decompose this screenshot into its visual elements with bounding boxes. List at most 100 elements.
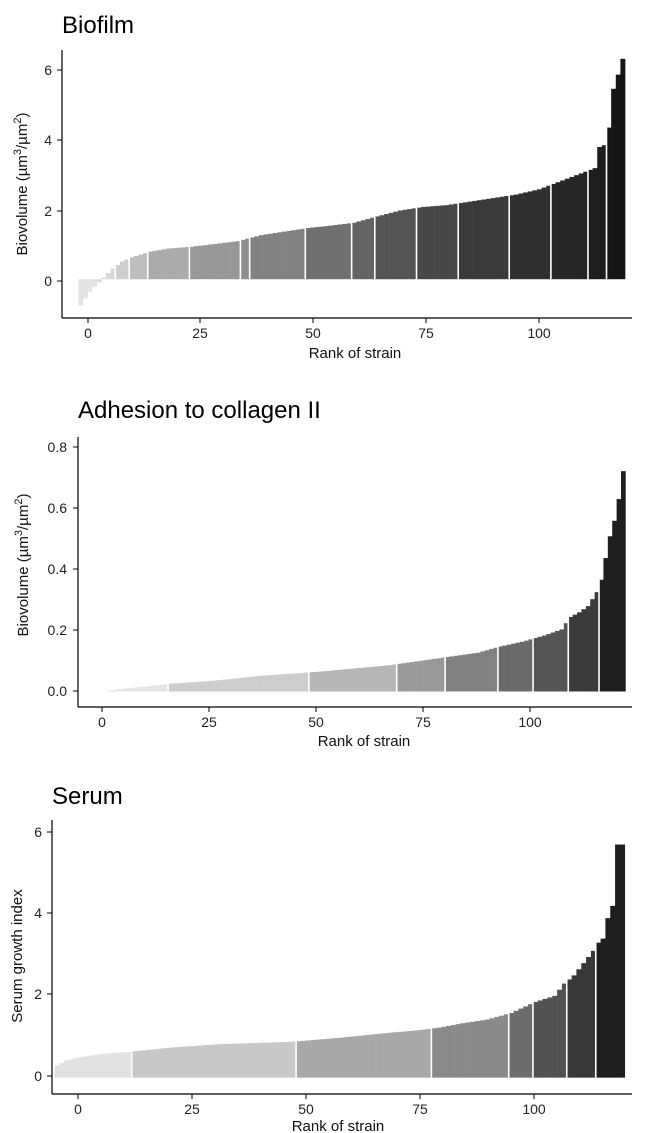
bar (304, 672, 310, 692)
bar (409, 662, 415, 692)
x-tick-label: 0 (84, 325, 92, 341)
bar (281, 1041, 287, 1078)
bar (493, 647, 499, 692)
bar (587, 169, 593, 280)
bar (462, 202, 468, 280)
bar (603, 558, 609, 692)
bar (453, 203, 459, 280)
bar (272, 233, 278, 280)
y-axis: 6 4 2 0 (34, 820, 53, 1094)
bar (423, 660, 428, 692)
y-tick-label: 0.4 (48, 561, 68, 577)
bar (194, 1045, 200, 1078)
bar (73, 1058, 79, 1078)
bar (141, 686, 147, 692)
bar (458, 655, 464, 692)
x-tick-label: 0 (74, 1101, 82, 1117)
x-tick-label: 100 (522, 1101, 546, 1117)
bar (578, 173, 584, 280)
bar (161, 249, 167, 280)
y-axis: 0.8 0.6 0.4 0.2 0.0 (48, 437, 79, 707)
bar (286, 1041, 292, 1078)
bar (112, 1052, 118, 1078)
bar (484, 1019, 490, 1078)
bar (309, 227, 315, 280)
bar (590, 950, 597, 1078)
bar (313, 671, 318, 692)
bar (509, 195, 515, 280)
bar (260, 675, 266, 692)
bar (175, 1047, 181, 1078)
bar (569, 176, 575, 280)
bar (170, 248, 176, 280)
bar (234, 678, 239, 692)
chart-title: Biofilm (62, 12, 134, 39)
bar (155, 1048, 162, 1078)
bar (455, 1024, 461, 1078)
bar (416, 207, 422, 280)
bar (365, 218, 371, 280)
bar (323, 226, 329, 280)
bar (550, 632, 556, 692)
bar (577, 612, 582, 692)
bar (220, 679, 226, 692)
bar (576, 969, 582, 1078)
bar (518, 1008, 524, 1078)
bar (286, 230, 292, 280)
chart-title: Serum (52, 783, 123, 810)
serum-panel: Serum 6 4 2 0 0 25 50 75 100 Rank of str… (0, 770, 647, 1133)
bar (407, 1031, 413, 1078)
bar (238, 1043, 244, 1078)
bar (411, 208, 417, 280)
bar (467, 653, 472, 692)
bar (132, 687, 138, 692)
chart-title: Adhesion to collagen II (78, 397, 321, 424)
bar (387, 1032, 394, 1078)
bar (238, 677, 244, 692)
bar (168, 683, 173, 692)
bar (328, 225, 334, 280)
bar (412, 1030, 418, 1078)
bar (402, 209, 408, 280)
bar (231, 241, 237, 280)
bar (448, 204, 454, 280)
bar (82, 279, 88, 299)
bar (252, 1042, 258, 1078)
bar (291, 673, 296, 692)
bar (68, 1059, 75, 1078)
bar (106, 690, 112, 692)
bar (131, 1051, 137, 1078)
bar (286, 673, 292, 692)
y-axis-label: Serum growth index (9, 889, 26, 1023)
bar (271, 1042, 278, 1078)
bar (402, 1031, 408, 1078)
adhesion-panel: Adhesion to collagen II 0.8 0.6 0.4 0.2 … (0, 385, 647, 760)
bar (59, 1062, 65, 1078)
x-axis: 0 25 50 75 100 Rank of strain (52, 1093, 632, 1133)
bar (189, 246, 195, 280)
y-tick-label: 0 (44, 273, 52, 289)
bar (612, 520, 617, 692)
bar (358, 1035, 365, 1078)
bar (361, 667, 367, 692)
bar (431, 1028, 437, 1078)
bar (490, 198, 496, 280)
bar (383, 1033, 389, 1078)
y-tick-label: 0 (34, 1068, 42, 1084)
bar (541, 187, 547, 280)
bar (263, 234, 269, 280)
bar (342, 223, 348, 280)
bar (581, 963, 587, 1078)
x-tick-label: 50 (308, 714, 324, 730)
bar (499, 196, 505, 280)
bar (322, 671, 327, 692)
bar (146, 686, 151, 692)
bar (320, 1039, 326, 1078)
bar (379, 215, 385, 280)
bar (414, 661, 420, 692)
bar (122, 1052, 128, 1078)
bar (450, 1025, 456, 1078)
bar (92, 279, 98, 287)
bar (339, 1037, 345, 1078)
bar (564, 178, 570, 280)
